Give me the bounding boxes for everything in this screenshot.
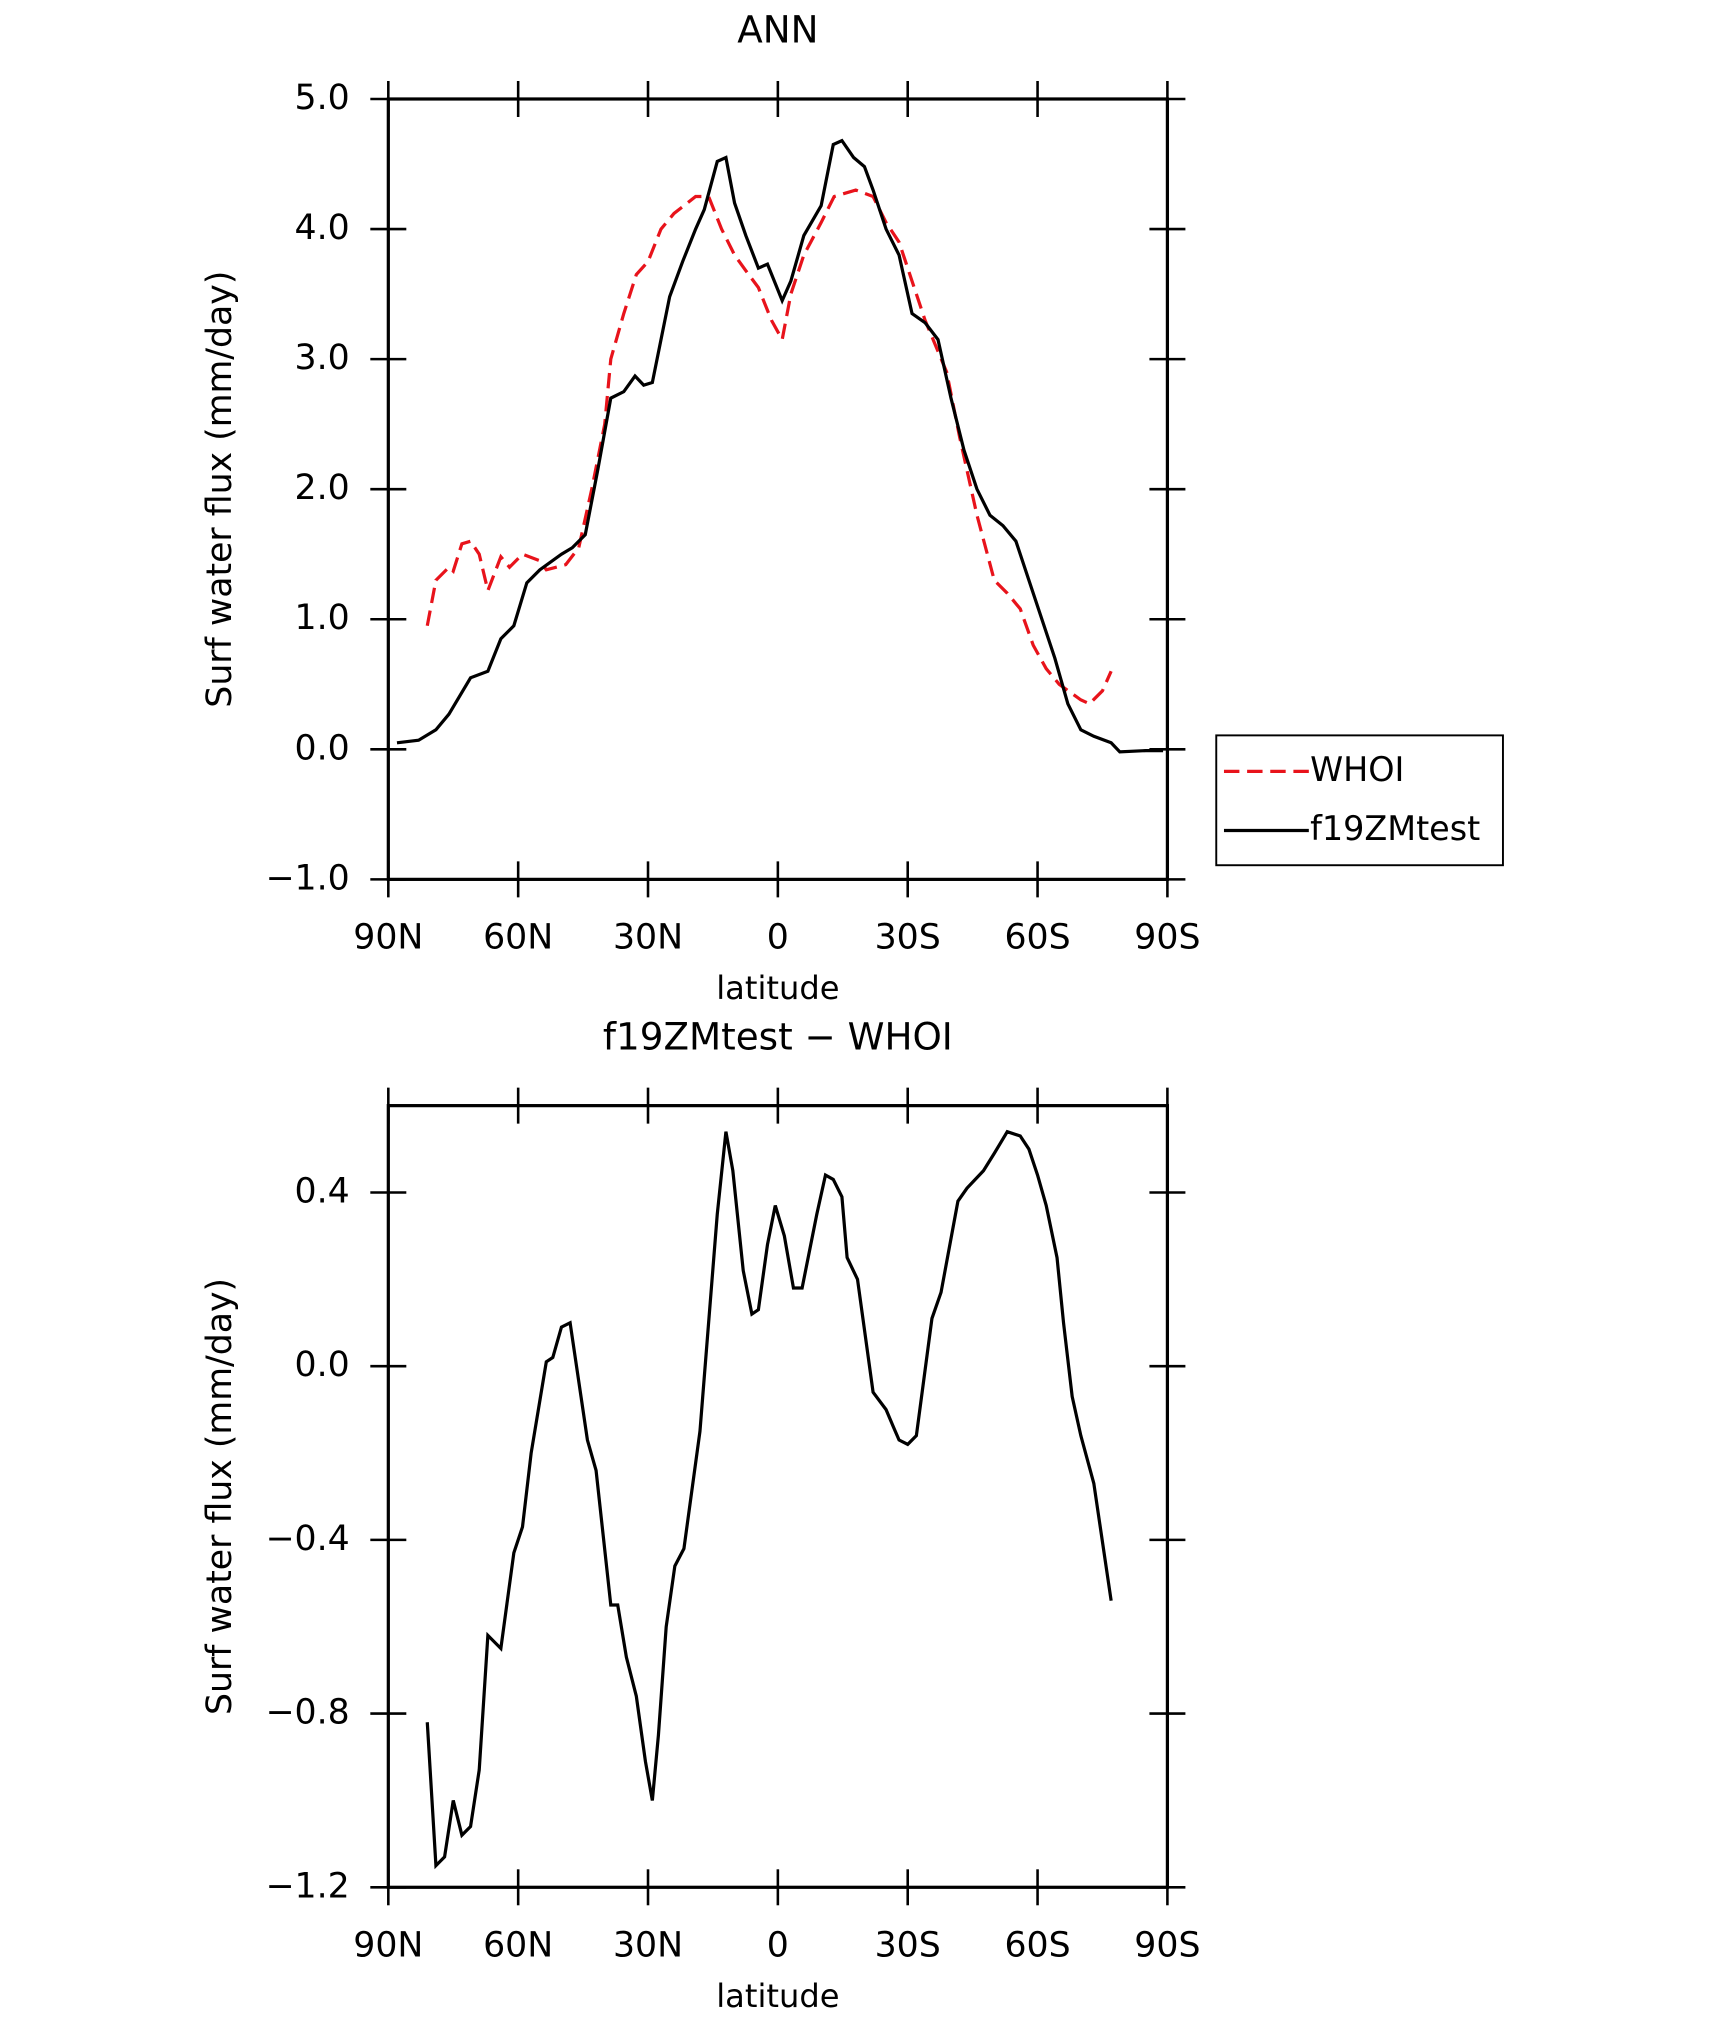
- chart-title: f19ZMtest − WHOI: [603, 1014, 953, 1058]
- x-tick-label: 90S: [1134, 918, 1200, 958]
- x-tick-label: 30S: [875, 918, 941, 958]
- y-tick-label: 4.0: [295, 208, 350, 248]
- x-tick-label: 90N: [353, 1925, 423, 1965]
- y-tick-label: 0.0: [295, 1345, 350, 1385]
- legend-label: f19ZMtest: [1310, 809, 1480, 848]
- x-tick-label: 60S: [1004, 1925, 1070, 1965]
- data-line: [396, 138, 1164, 754]
- data-line: [425, 188, 1113, 706]
- x-tick-label: 60N: [483, 1925, 553, 1965]
- plot-frame: [386, 97, 1170, 881]
- data-line: [425, 1129, 1113, 1870]
- y-tick-label: 0.4: [295, 1171, 350, 1211]
- x-axis-label: latitude: [716, 1977, 839, 2015]
- y-tick-label: −0.8: [265, 1693, 349, 1733]
- x-tick-label: 30N: [613, 1925, 683, 1965]
- y-axis-label: Surf water flux (mm/day): [200, 271, 240, 708]
- x-tick-label: 0: [767, 918, 789, 958]
- x-tick-label: 30S: [875, 1925, 941, 1965]
- y-tick-label: 1.0: [295, 598, 350, 638]
- x-tick-label: 60N: [483, 918, 553, 958]
- legend-label: WHOI: [1310, 750, 1404, 789]
- legend: WHOI f19ZMtest: [1215, 734, 1504, 867]
- x-tick-label: 90N: [353, 918, 423, 958]
- x-tick-label: 90S: [1134, 1925, 1200, 1965]
- y-tick-label: 0.0: [295, 728, 350, 768]
- y-tick-label: −1.0: [265, 858, 349, 898]
- x-tick-label: 60S: [1004, 918, 1070, 958]
- y-tick-label: 2.0: [295, 468, 350, 508]
- y-tick-label: −1.2: [265, 1866, 349, 1906]
- x-tick-label: 30N: [613, 918, 683, 958]
- y-tick-label: −0.4: [265, 1519, 349, 1559]
- x-tick-label: 0: [767, 1925, 789, 1965]
- legend-box: [1215, 734, 1504, 867]
- y-tick-label: 5.0: [295, 78, 350, 118]
- y-tick-label: 3.0: [295, 338, 350, 378]
- x-axis-label: latitude: [716, 969, 839, 1007]
- chart-title: ANN: [737, 8, 818, 52]
- y-axis-label: Surf water flux (mm/day): [200, 1278, 240, 1715]
